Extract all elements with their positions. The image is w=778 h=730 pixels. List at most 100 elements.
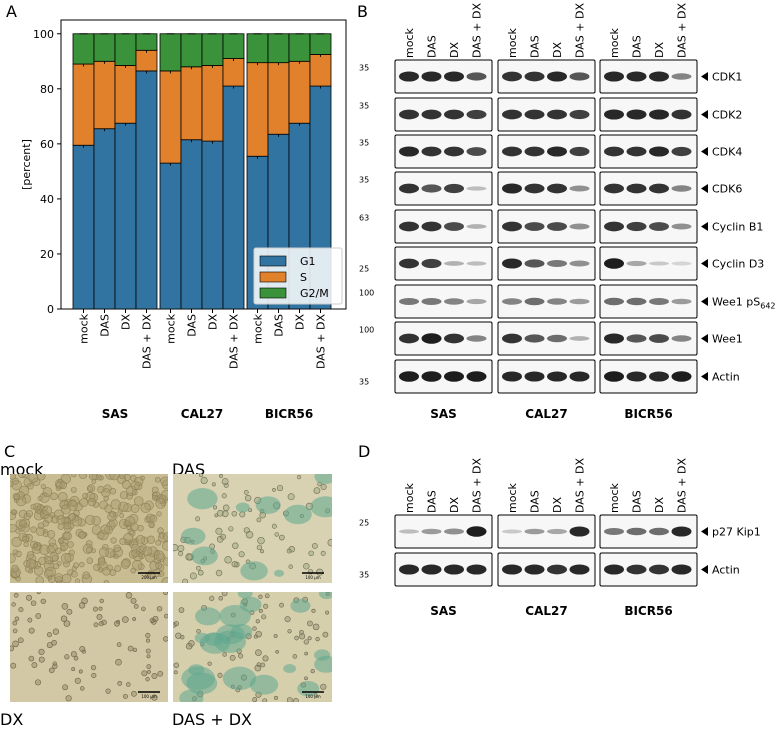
cell-blob — [123, 503, 133, 513]
bar-sas-dx-g1 — [114, 122, 137, 310]
cell-blob — [141, 606, 146, 612]
x-tick-label-bicr56-das: DAS — [273, 314, 286, 337]
cell-blob — [244, 494, 252, 502]
lane-label-cal27-dx: DX — [551, 497, 564, 513]
band-actin-bicr56-1 — [604, 371, 624, 382]
cell-blob — [40, 598, 46, 604]
cell-blob — [284, 616, 291, 623]
cell-blob — [260, 549, 264, 554]
cell-blob — [15, 550, 22, 558]
cell-blob — [325, 610, 330, 615]
cell-blob — [199, 474, 204, 478]
band-cdk6-bicr56-3 — [649, 183, 669, 194]
cell-blob — [145, 648, 151, 654]
blot-box-cdk6-cal27 — [497, 171, 596, 206]
band-cdk6-bicr56-4 — [671, 185, 692, 192]
x-tick-label-cal27-das-dx: DAS + DX — [228, 314, 241, 369]
cell-blob — [125, 682, 131, 687]
cell-blob — [142, 546, 153, 557]
band-cdk1-bicr56-4 — [671, 73, 692, 80]
cell-blob — [44, 555, 53, 565]
cell-blob — [109, 510, 116, 518]
cell-blob — [156, 511, 162, 517]
cell-blob — [38, 648, 45, 655]
cell-blob — [214, 513, 219, 518]
cell-blob — [133, 603, 139, 609]
western-blot-panel-b: mock DAS DX DAS + DX mock DAS DX DAS + DX mock DA… — [359, 3, 776, 421]
arrow-p27-kip1 — [701, 527, 708, 536]
bar-sas-mock-g1 — [72, 144, 95, 310]
lane-label-bicr56-dx: DX — [653, 42, 666, 58]
cell-blob — [133, 496, 144, 506]
cell-blob — [98, 530, 109, 541]
cell-blob — [12, 640, 19, 648]
cell-blob — [255, 649, 262, 656]
cell-blob — [287, 493, 295, 501]
blot-box-p27-kip1-cal27 — [497, 514, 596, 549]
bar-sas-mock-s — [72, 63, 95, 146]
cell-blob — [10, 553, 16, 564]
cell-blob — [45, 566, 56, 578]
cell-blob — [296, 474, 302, 480]
cell-blob — [97, 558, 106, 566]
stained-cell — [230, 623, 253, 639]
bar-bicr56-das-dx-s — [309, 54, 332, 87]
cell-blob — [207, 661, 212, 666]
cell-blob — [149, 523, 155, 528]
bar-cal27-dx-s — [201, 65, 224, 142]
cell-blob — [125, 592, 133, 599]
cell-blob — [11, 564, 19, 573]
cell-blob — [120, 559, 131, 569]
cell-blob — [71, 570, 78, 578]
cell-blob — [287, 629, 292, 634]
marker-actin: 35 — [359, 571, 369, 580]
cell-line-label-sas: SAS — [430, 604, 457, 618]
cell-blob — [215, 527, 223, 535]
cell-blob — [55, 547, 62, 555]
band-wee1-sas-3 — [444, 333, 464, 344]
cell-blob — [304, 651, 309, 656]
y-tick-label: 0 — [47, 303, 54, 316]
scale-bar-label: 100 µm — [305, 694, 320, 699]
bar-cal27-das-g2-m — [180, 33, 203, 68]
cell-blob — [162, 531, 168, 542]
bar-cal27-mock-s — [159, 70, 182, 164]
cell-blob — [26, 551, 35, 559]
cell-blob — [231, 510, 238, 517]
cell-blob — [64, 654, 70, 660]
y-tick-label: 20 — [40, 248, 54, 261]
band-cdk2-cal27-4 — [569, 109, 590, 120]
x-tick-label-bicr56-dx: DX — [294, 314, 307, 330]
cell-blob — [130, 567, 137, 574]
band-cdk6-bicr56-2 — [626, 183, 647, 194]
blot-box-cdk4-bicr56 — [599, 134, 698, 169]
cell-blob — [36, 474, 46, 481]
arrow-cdk6 — [701, 184, 708, 193]
lane-label-sas-das: DAS — [426, 35, 439, 58]
cell-blob — [254, 664, 262, 672]
cell-blob — [47, 575, 52, 581]
micrograph-title-das-dx: DAS + DX — [172, 710, 252, 729]
cell-blob — [55, 485, 61, 491]
cell-blob — [89, 474, 97, 481]
cell-blob — [200, 476, 208, 484]
cell-blob — [160, 501, 167, 507]
band-wee1-ps-cal27-4 — [569, 298, 590, 305]
blot-box-wee1-cal27 — [497, 321, 596, 356]
cell-blob — [216, 509, 224, 517]
cell-blob — [11, 602, 16, 607]
cell-blob — [173, 544, 179, 552]
marker-cdk2: 35 — [359, 102, 369, 111]
band-wee1-cal27-2 — [524, 334, 545, 343]
band-wee1-bicr56-3 — [649, 334, 669, 343]
band-cdk2-cal27-3 — [547, 109, 567, 120]
bar-sas-das-dx-g1 — [135, 70, 158, 310]
band-actin-sas-3 — [444, 371, 464, 382]
cell-blob — [162, 541, 168, 551]
cell-blob — [85, 491, 96, 502]
cell-blob — [303, 639, 309, 645]
band-wee1-ps-cal27-1 — [502, 298, 522, 305]
cell-blob — [127, 645, 134, 652]
cell-blob — [122, 616, 129, 623]
cell-blob — [308, 550, 314, 557]
